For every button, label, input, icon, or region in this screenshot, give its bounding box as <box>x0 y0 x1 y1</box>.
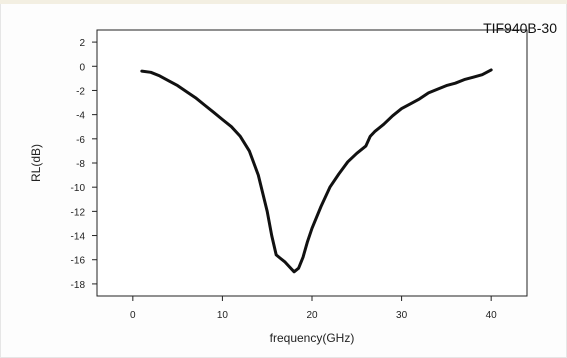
x-tick-label: 40 <box>486 310 498 321</box>
y-axis-ticks: 2 0 -2 -4 -6 -8 -10 -12 -14 -16 -18 <box>71 38 97 291</box>
x-axis-title: frequency(GHz) <box>270 331 355 345</box>
y-tick-label: -10 <box>71 183 86 194</box>
y-tick-label: -8 <box>76 159 85 170</box>
x-axis-ticks: 0 10 20 30 40 <box>130 296 497 321</box>
x-tick-label: 20 <box>306 310 318 321</box>
y-tick-label: -6 <box>76 135 85 146</box>
y-tick-label: -18 <box>71 280 86 291</box>
x-tick-label: 30 <box>396 310 408 321</box>
sample-label: TIF940B-30 <box>483 20 557 36</box>
top-strip <box>0 0 567 4</box>
x-tick-label: 0 <box>130 310 136 321</box>
y-tick-label: 0 <box>79 62 85 73</box>
y-tick-label: -12 <box>71 207 86 218</box>
y-tick-label: -4 <box>76 111 85 122</box>
y-axis-title: RL(dB) <box>29 144 43 182</box>
y-tick-label: -14 <box>71 232 86 243</box>
y-tick-label: -16 <box>71 256 86 267</box>
plot-area <box>96 29 528 297</box>
y-tick-label: -2 <box>76 86 85 97</box>
rl-curve <box>140 68 493 274</box>
x-tick-label: 10 <box>217 310 229 321</box>
y-tick-label: 2 <box>79 38 85 49</box>
